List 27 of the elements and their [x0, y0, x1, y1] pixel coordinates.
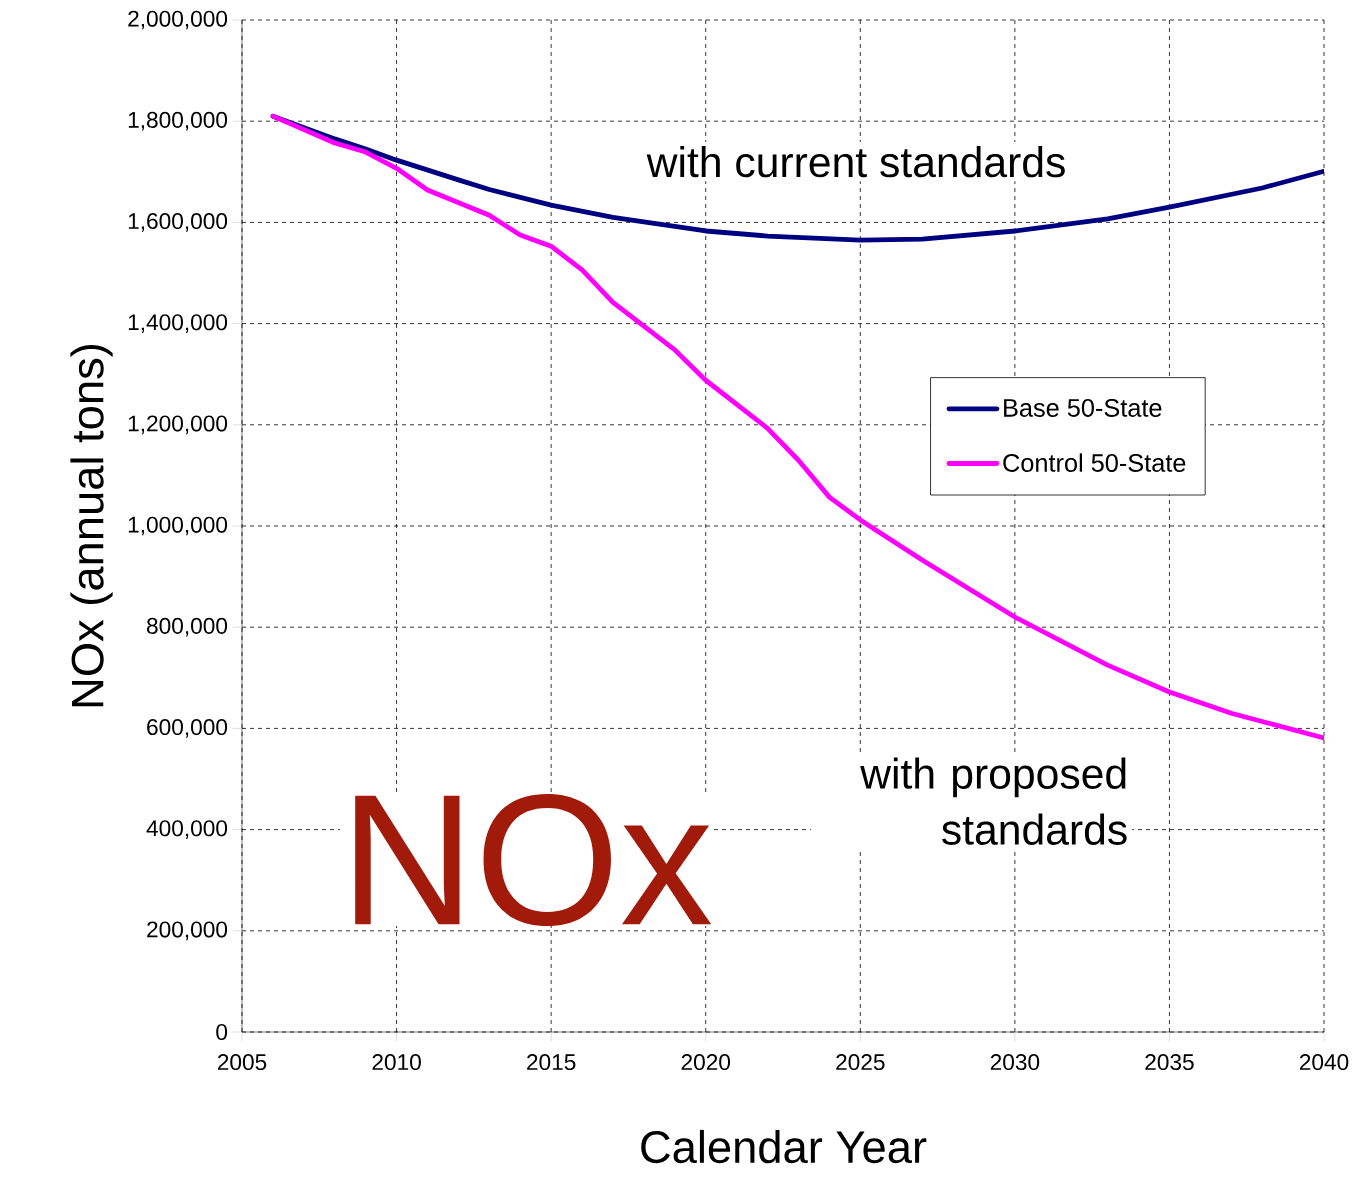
x-tick-label: 2025: [836, 1054, 885, 1071]
x-tick-label: 2035: [1145, 1054, 1194, 1071]
y-tick-label: 1,800,000: [128, 111, 228, 131]
x-tick-label: 2015: [527, 1054, 576, 1071]
y-tick-label: 1,200,000: [128, 415, 228, 435]
y-tick-label: 400,000: [146, 820, 228, 839]
annotation: NOx: [355, 793, 712, 927]
y-tick-label: 1,600,000: [128, 213, 228, 232]
x-axis-title: Calendar Year: [641, 1129, 927, 1164]
y-tick-label: 600,000: [147, 719, 228, 738]
x-tick-label: 2010: [372, 1054, 421, 1071]
annotation: with current standards: [646, 146, 1065, 178]
y-tick-label: 200,000: [147, 921, 228, 941]
y-tick-label: 800,000: [147, 617, 228, 637]
x-tick-label: 2040: [1299, 1054, 1349, 1071]
y-tick-label: 1,000,000: [128, 516, 228, 536]
x-tick-label: 2030: [990, 1054, 1040, 1071]
x-tick-label: 2020: [681, 1054, 731, 1071]
annotation: with proposed standards: [860, 757, 1127, 845]
y-tick-label: 0: [216, 1023, 228, 1041]
legend-label: Base 50-State: [1004, 398, 1162, 417]
y-tick-label: 1,400,000: [128, 314, 228, 333]
legend-label: Control 50-State: [1003, 453, 1186, 472]
y-axis-title: NOx (annual tons): [70, 344, 113, 707]
y-tick-label: 2,000,000: [128, 10, 228, 30]
line-series: [270, 113, 1325, 741]
x-tick-label: 2005: [217, 1054, 267, 1071]
